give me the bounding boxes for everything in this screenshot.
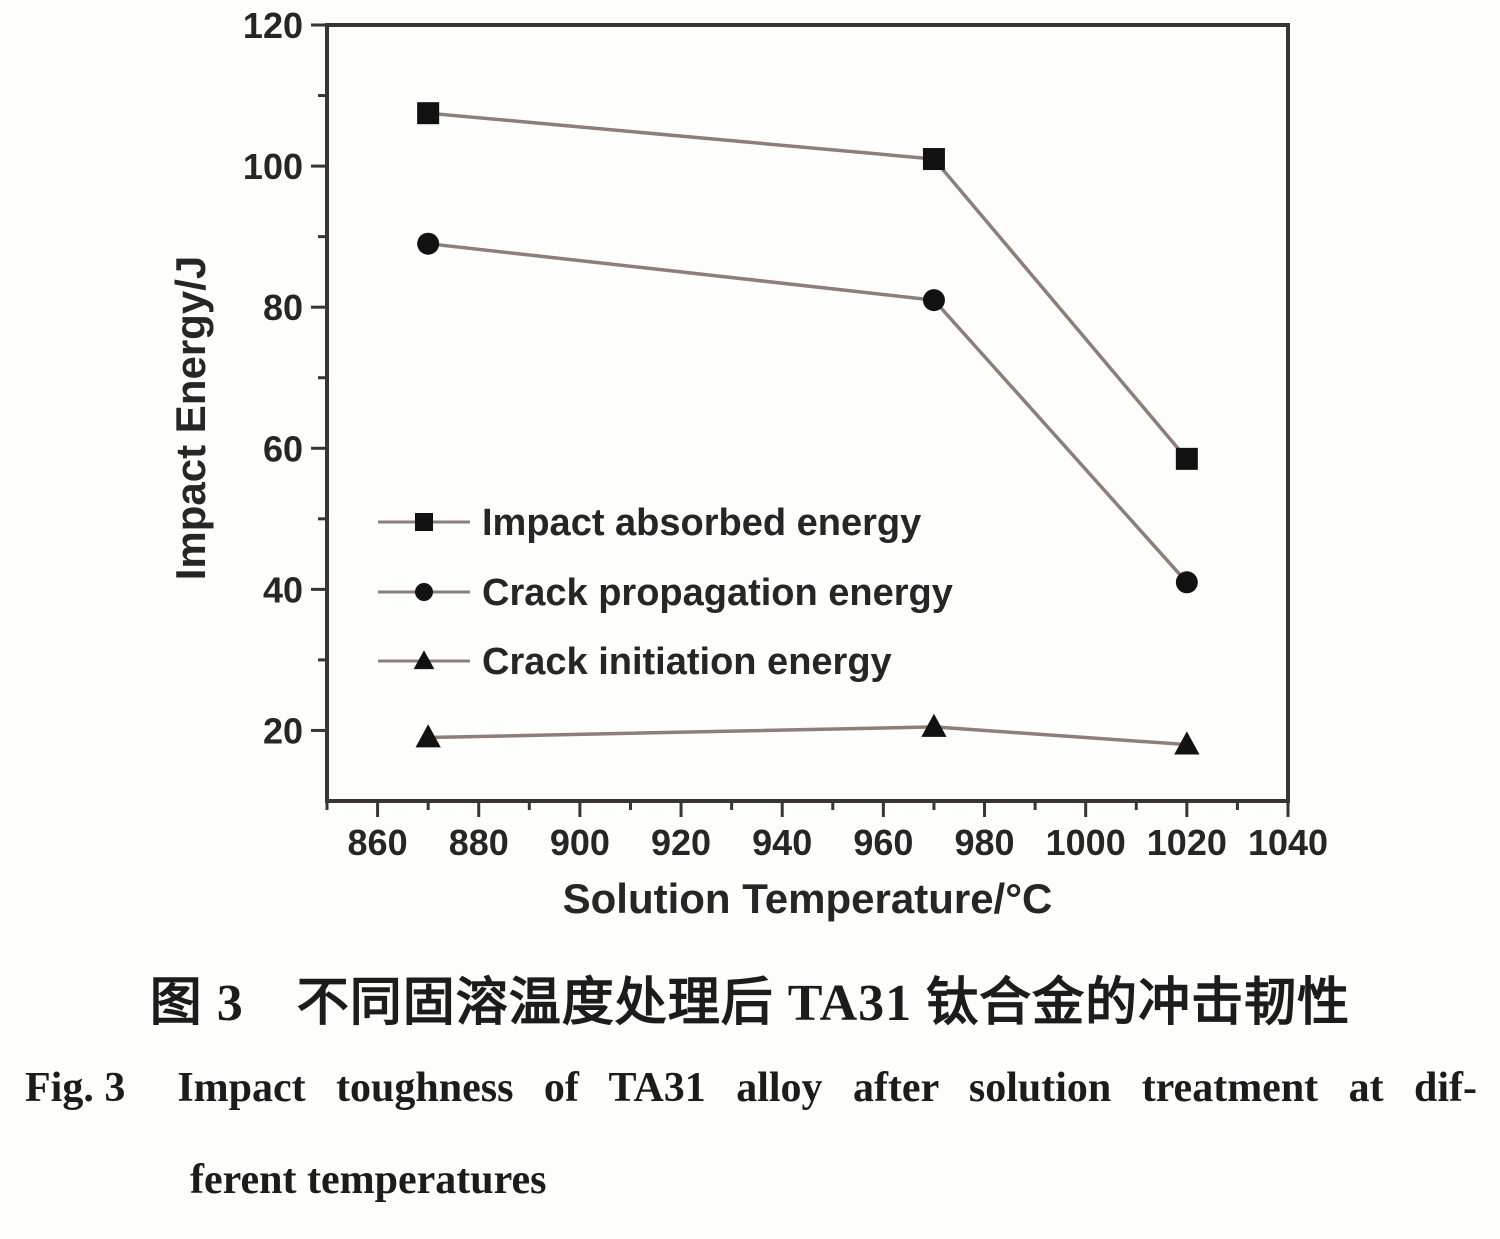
x-tick-label: 960 [853,822,913,863]
plot-frame [325,23,1290,803]
x-tick-label: 940 [752,822,812,863]
y-tick-label: 80 [263,287,303,328]
x-tick-label: 860 [348,822,408,863]
data-point-impact-absorbed-energy [417,102,440,125]
legend-square-icon [415,513,433,531]
series-crack-initiation-energy [415,713,1200,755]
data-point-impact-absorbed-energy [1175,447,1198,470]
data-point-crack-propagation-energy [417,232,440,255]
impact-toughness-chart: 860 880 900 920 940 960 980 1000 1020 1040 Solutio… [167,5,1328,922]
x-axis-title: Solution Temperature/°C [563,875,1053,922]
figure-caption-english-line1: Fig. 3 Impact toughness of TA31 alloy af… [25,1064,1477,1112]
y-tick-label: 60 [263,428,303,469]
legend-entry-impact-absorbed-energy: Impact absorbed energy [378,502,921,544]
legend-circle-icon [415,583,433,601]
legend-label: Impact absorbed energy [482,502,921,544]
x-tick-label: 1020 [1147,822,1227,863]
figure-caption-chinese: 图 3 不同固溶温度处理后 TA31 钛合金的冲击韧性 [149,975,1351,1032]
x-tick-label: 1040 [1248,822,1328,863]
x-tick-label: 1000 [1046,822,1126,863]
x-tick-label: 880 [449,822,509,863]
y-tick-label: 20 [263,710,303,751]
x-tick-label: 900 [550,822,610,863]
figure-caption-english-line2: ferent temperatures [190,1157,547,1203]
legend-label: Crack propagation energy [482,572,953,614]
data-point-crack-propagation-energy [922,289,945,312]
legend-entry-crack-initiation-energy: Crack initiation energy [378,641,892,683]
y-tick-label: 100 [243,146,303,187]
y-axis-title: Impact Energy/J [167,256,214,580]
data-point-crack-propagation-energy [1175,571,1198,594]
series-crack-propagation-energy [417,232,1198,594]
legend-label: Crack initiation energy [482,641,892,683]
y-tick-label: 40 [263,569,303,610]
legend: Impact absorbed energy Crack propagation … [378,502,953,683]
plot-border [325,23,1290,803]
figure-number-label: Fig. 3 [25,1065,126,1111]
series-impact-absorbed-energy [417,102,1198,470]
data-point-crack-initiation-energy [1174,731,1200,755]
figure-caption-english-text: Impact toughness of TA31 alloy after sol… [177,1065,1477,1111]
y-tick-label: 120 [243,5,303,46]
y-axis: 20 40 60 80 100 120 Impact Energy/J [167,5,327,751]
data-point-crack-initiation-energy [921,713,947,737]
legend-triangle-icon [413,650,435,670]
data-point-impact-absorbed-energy [922,148,945,171]
x-tick-label: 980 [954,822,1014,863]
data-point-crack-initiation-energy [415,724,441,748]
x-tick-label: 920 [651,822,711,863]
series-line-crack-initiation-energy [428,725,1187,747]
legend-entry-crack-propagation-energy: Crack propagation energy [378,572,953,614]
x-axis: 860 880 900 920 940 960 980 1000 1020 1040 Solutio… [325,801,1328,922]
